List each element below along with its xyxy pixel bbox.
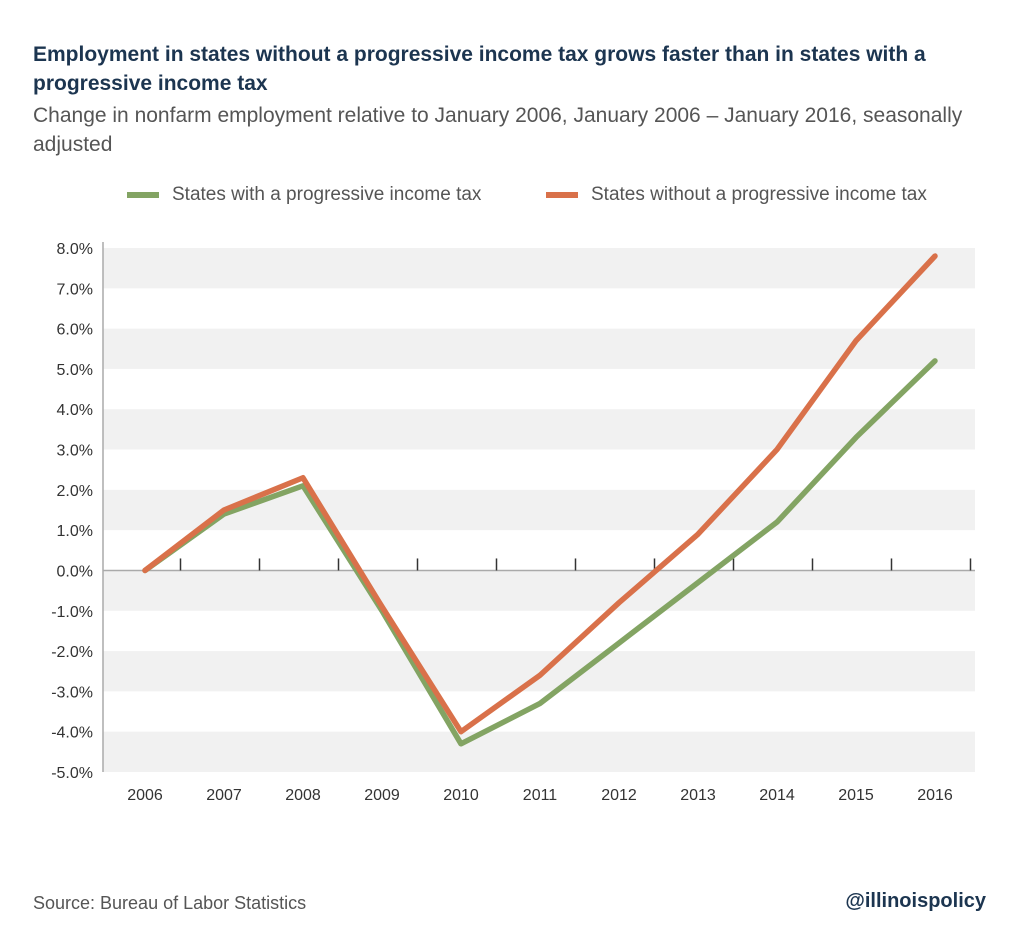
grid-band (103, 328, 975, 369)
y-tick-label: -2.0% (51, 644, 93, 661)
x-tick-label: 2014 (759, 787, 795, 804)
x-tick-label: 2009 (364, 787, 400, 804)
x-tick-label: 2006 (127, 787, 163, 804)
y-tick-label: -4.0% (51, 725, 93, 742)
y-tick-label: -5.0% (51, 765, 93, 782)
grid-band (103, 731, 975, 772)
y-tick-label: 3.0% (57, 443, 93, 460)
legend-label: States with a progressive income tax (172, 184, 482, 205)
chart-title: Employment in states without a progressi… (33, 43, 926, 95)
legend-swatch-orange (546, 192, 578, 198)
y-tick-label: 1.0% (57, 523, 93, 540)
y-tick-label: -1.0% (51, 604, 93, 621)
source-note: Source: Bureau of Labor Statistics (33, 893, 307, 913)
y-tick-label: 6.0% (57, 322, 93, 339)
x-tick-label: 2010 (443, 787, 479, 804)
y-tick-label: 2.0% (57, 483, 93, 500)
legend-label: States without a progressive income tax (591, 184, 927, 205)
grid-band (103, 409, 975, 450)
y-tick-label: 0.0% (57, 563, 93, 580)
grid-band (103, 651, 975, 692)
x-tick-label: 2007 (206, 787, 242, 804)
grid-band (103, 489, 975, 531)
x-tick-label: 2013 (680, 787, 716, 804)
legend-item-no-progressive: States without a progressive income tax (546, 184, 927, 206)
x-tick-label: 2011 (523, 787, 558, 804)
y-tick-label: 4.0% (57, 402, 93, 419)
x-tick-label: 2016 (917, 787, 953, 804)
brand-handle: @illinoispolicy (845, 890, 986, 912)
y-tick-label: 5.0% (57, 362, 93, 379)
y-tick-label: -3.0% (51, 684, 93, 701)
y-tick-label: 7.0% (57, 281, 93, 298)
x-tick-label: 2008 (285, 787, 321, 804)
legend-item-progressive: States with a progressive income tax (127, 184, 481, 206)
chart-subtitle: Change in nonfarm employment relative to… (33, 104, 963, 156)
x-tick-label: 2015 (838, 787, 874, 804)
grid-band (103, 248, 975, 289)
grid-band (103, 570, 975, 611)
legend-swatch-green (127, 192, 159, 198)
y-tick-label: 8.0% (57, 241, 93, 258)
x-tick-label: 2012 (601, 787, 637, 804)
